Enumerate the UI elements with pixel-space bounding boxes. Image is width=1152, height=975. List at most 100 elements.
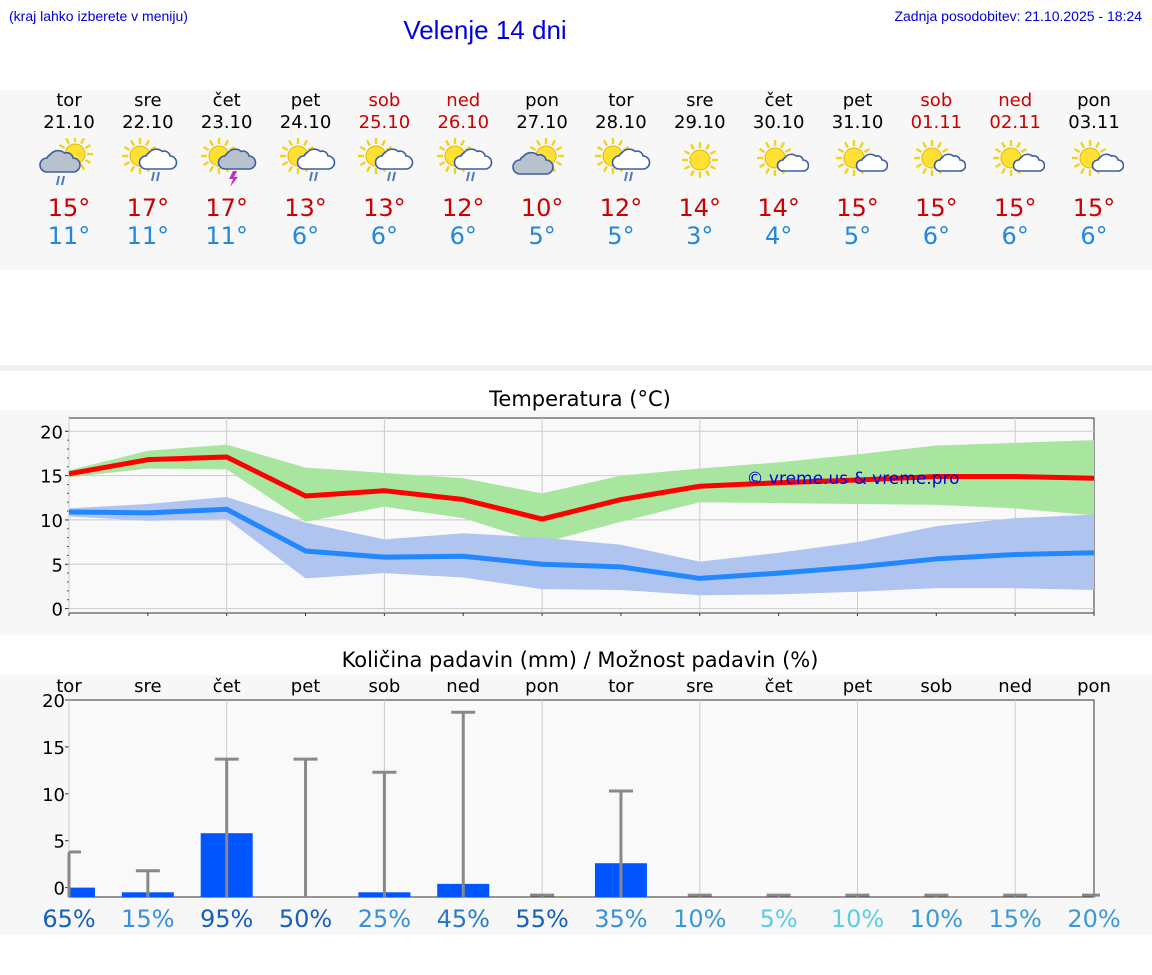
precip-chance-label: 10% — [831, 905, 884, 933]
day-column: pet 31.10 15° 5° — [819, 90, 897, 250]
day-name: sre — [686, 90, 714, 111]
temp-max: 12° — [441, 194, 485, 222]
series-line-min — [68, 506, 1095, 581]
temp-max: 13° — [363, 194, 406, 222]
cloud-shape — [855, 153, 888, 172]
day-name: sre — [134, 90, 162, 111]
day-date: 22.10 — [122, 112, 174, 133]
day-column: sob 25.10 13° 6° — [345, 90, 423, 250]
day-name: sob — [920, 90, 953, 111]
lightning-shape — [228, 171, 238, 186]
day-date: 31.10 — [831, 112, 884, 133]
series-line-max — [68, 454, 1095, 522]
sun-small-cloud-icon — [1072, 140, 1125, 176]
day-date: 03.11 — [1068, 112, 1120, 133]
temp-max: 14° — [757, 194, 800, 222]
cloud-shape — [776, 153, 809, 172]
temp-min: 6° — [1001, 222, 1029, 250]
rain-drops — [56, 175, 65, 186]
last-updated: Zadnja posodobitev: 21.10.2025 - 18:24 — [894, 8, 1142, 24]
precip-chance-label: 55% — [515, 905, 568, 933]
temp-min: 11° — [126, 222, 170, 250]
temp-min: 11° — [205, 222, 248, 250]
temp-max: 17° — [205, 194, 248, 222]
day-column: tor 21.10 15° 11° — [30, 90, 108, 250]
temp-max: 15° — [47, 194, 91, 222]
temp-min: 11° — [47, 222, 91, 250]
temp-min: 4° — [765, 222, 793, 250]
y-tick-label: 0 — [52, 600, 63, 621]
x-category-label: sre — [134, 676, 161, 697]
temp-min: 5° — [607, 222, 635, 250]
y-tick-label: 5 — [52, 555, 63, 576]
x-category-label: sre — [686, 676, 713, 697]
day-name: ned — [998, 90, 1033, 111]
y-tick-label: 10 — [40, 511, 63, 532]
sun-cloud-rain-icon — [279, 138, 335, 182]
y-tick-label: 15 — [42, 738, 65, 759]
temp-min: 5° — [843, 222, 872, 250]
x-category-label: tor — [608, 676, 634, 697]
day-date: 21.10 — [43, 112, 95, 133]
rain-drops — [387, 171, 397, 182]
x-category-label: pon — [1077, 676, 1111, 697]
temp-max: 15° — [836, 194, 879, 222]
temp-min: 6° — [449, 222, 477, 250]
cloud-shape — [1091, 153, 1125, 172]
day-name: pon — [525, 90, 560, 111]
temperature-chart: 0 5 10 15 20 © vreme.us & vreme.pro — [40, 417, 1095, 621]
precip-chance-label: 5% — [760, 905, 798, 933]
rain-drops — [466, 171, 476, 182]
precip-chance-label: 10% — [910, 905, 963, 933]
rain-drops — [623, 171, 633, 182]
temp-min: 6° — [291, 222, 320, 250]
temp-max: 15° — [915, 194, 958, 222]
precip-bar — [69, 887, 95, 897]
precip-chance-label: 20% — [1067, 905, 1120, 933]
x-category-label: ned — [446, 676, 480, 697]
day-name: pon — [1077, 90, 1111, 111]
temp-min: 5° — [528, 222, 556, 250]
temp-min: 3° — [686, 222, 714, 250]
x-category-label: sob — [368, 676, 400, 697]
day-column: sre 22.10 17° 11° — [109, 90, 187, 250]
y-tick-label: 20 — [42, 691, 65, 712]
separator — [0, 365, 1152, 371]
range-band-max — [69, 440, 1094, 543]
sun-small-cloud-icon — [993, 140, 1046, 176]
cloud-shape — [512, 151, 554, 175]
sun-cloud-rain-icon — [437, 138, 493, 182]
day-column: čet 23.10 17° 11° — [188, 90, 266, 250]
sun-cloud-rain-icon — [121, 138, 178, 182]
sun-cloud-thunder-icon — [200, 138, 256, 186]
day-date: 02.11 — [989, 112, 1041, 133]
day-name: tor — [56, 90, 82, 111]
precip-chance-label: 35% — [594, 905, 647, 933]
day-date: 23.10 — [200, 112, 253, 133]
precip-chance-label: 50% — [279, 905, 332, 933]
day-date: 26.10 — [437, 112, 490, 133]
day-date: 29.10 — [674, 112, 726, 133]
temp-max: 15° — [1072, 194, 1116, 222]
precip-chance-label: 65% — [42, 905, 95, 933]
x-category-label: čet — [765, 676, 793, 697]
cloud-shape — [375, 148, 414, 170]
cloud-shape — [1012, 153, 1046, 172]
x-category-label: sob — [920, 676, 952, 697]
day-column: ned 26.10 12° 6° — [424, 90, 502, 250]
sun-cloud-rain-icon — [358, 138, 414, 182]
day-name: pet — [290, 90, 321, 111]
x-category-label: ned — [998, 676, 1032, 697]
temp-max: 15° — [993, 194, 1037, 222]
rain-drops — [308, 171, 318, 182]
cloud-shape — [296, 148, 335, 170]
day-date: 24.10 — [279, 112, 332, 133]
day-date: 25.10 — [358, 112, 411, 133]
x-category-label: tor — [56, 676, 82, 697]
day-name: sob — [368, 90, 401, 111]
partly-cloudy-icon — [512, 138, 565, 175]
day-column: pon 03.11 15° 6° — [1055, 90, 1133, 250]
temp-max: 10° — [520, 194, 564, 222]
location-menu-hint[interactable]: (kraj lahko izberete v meniju) — [9, 8, 188, 24]
cloud-shape — [611, 148, 651, 170]
